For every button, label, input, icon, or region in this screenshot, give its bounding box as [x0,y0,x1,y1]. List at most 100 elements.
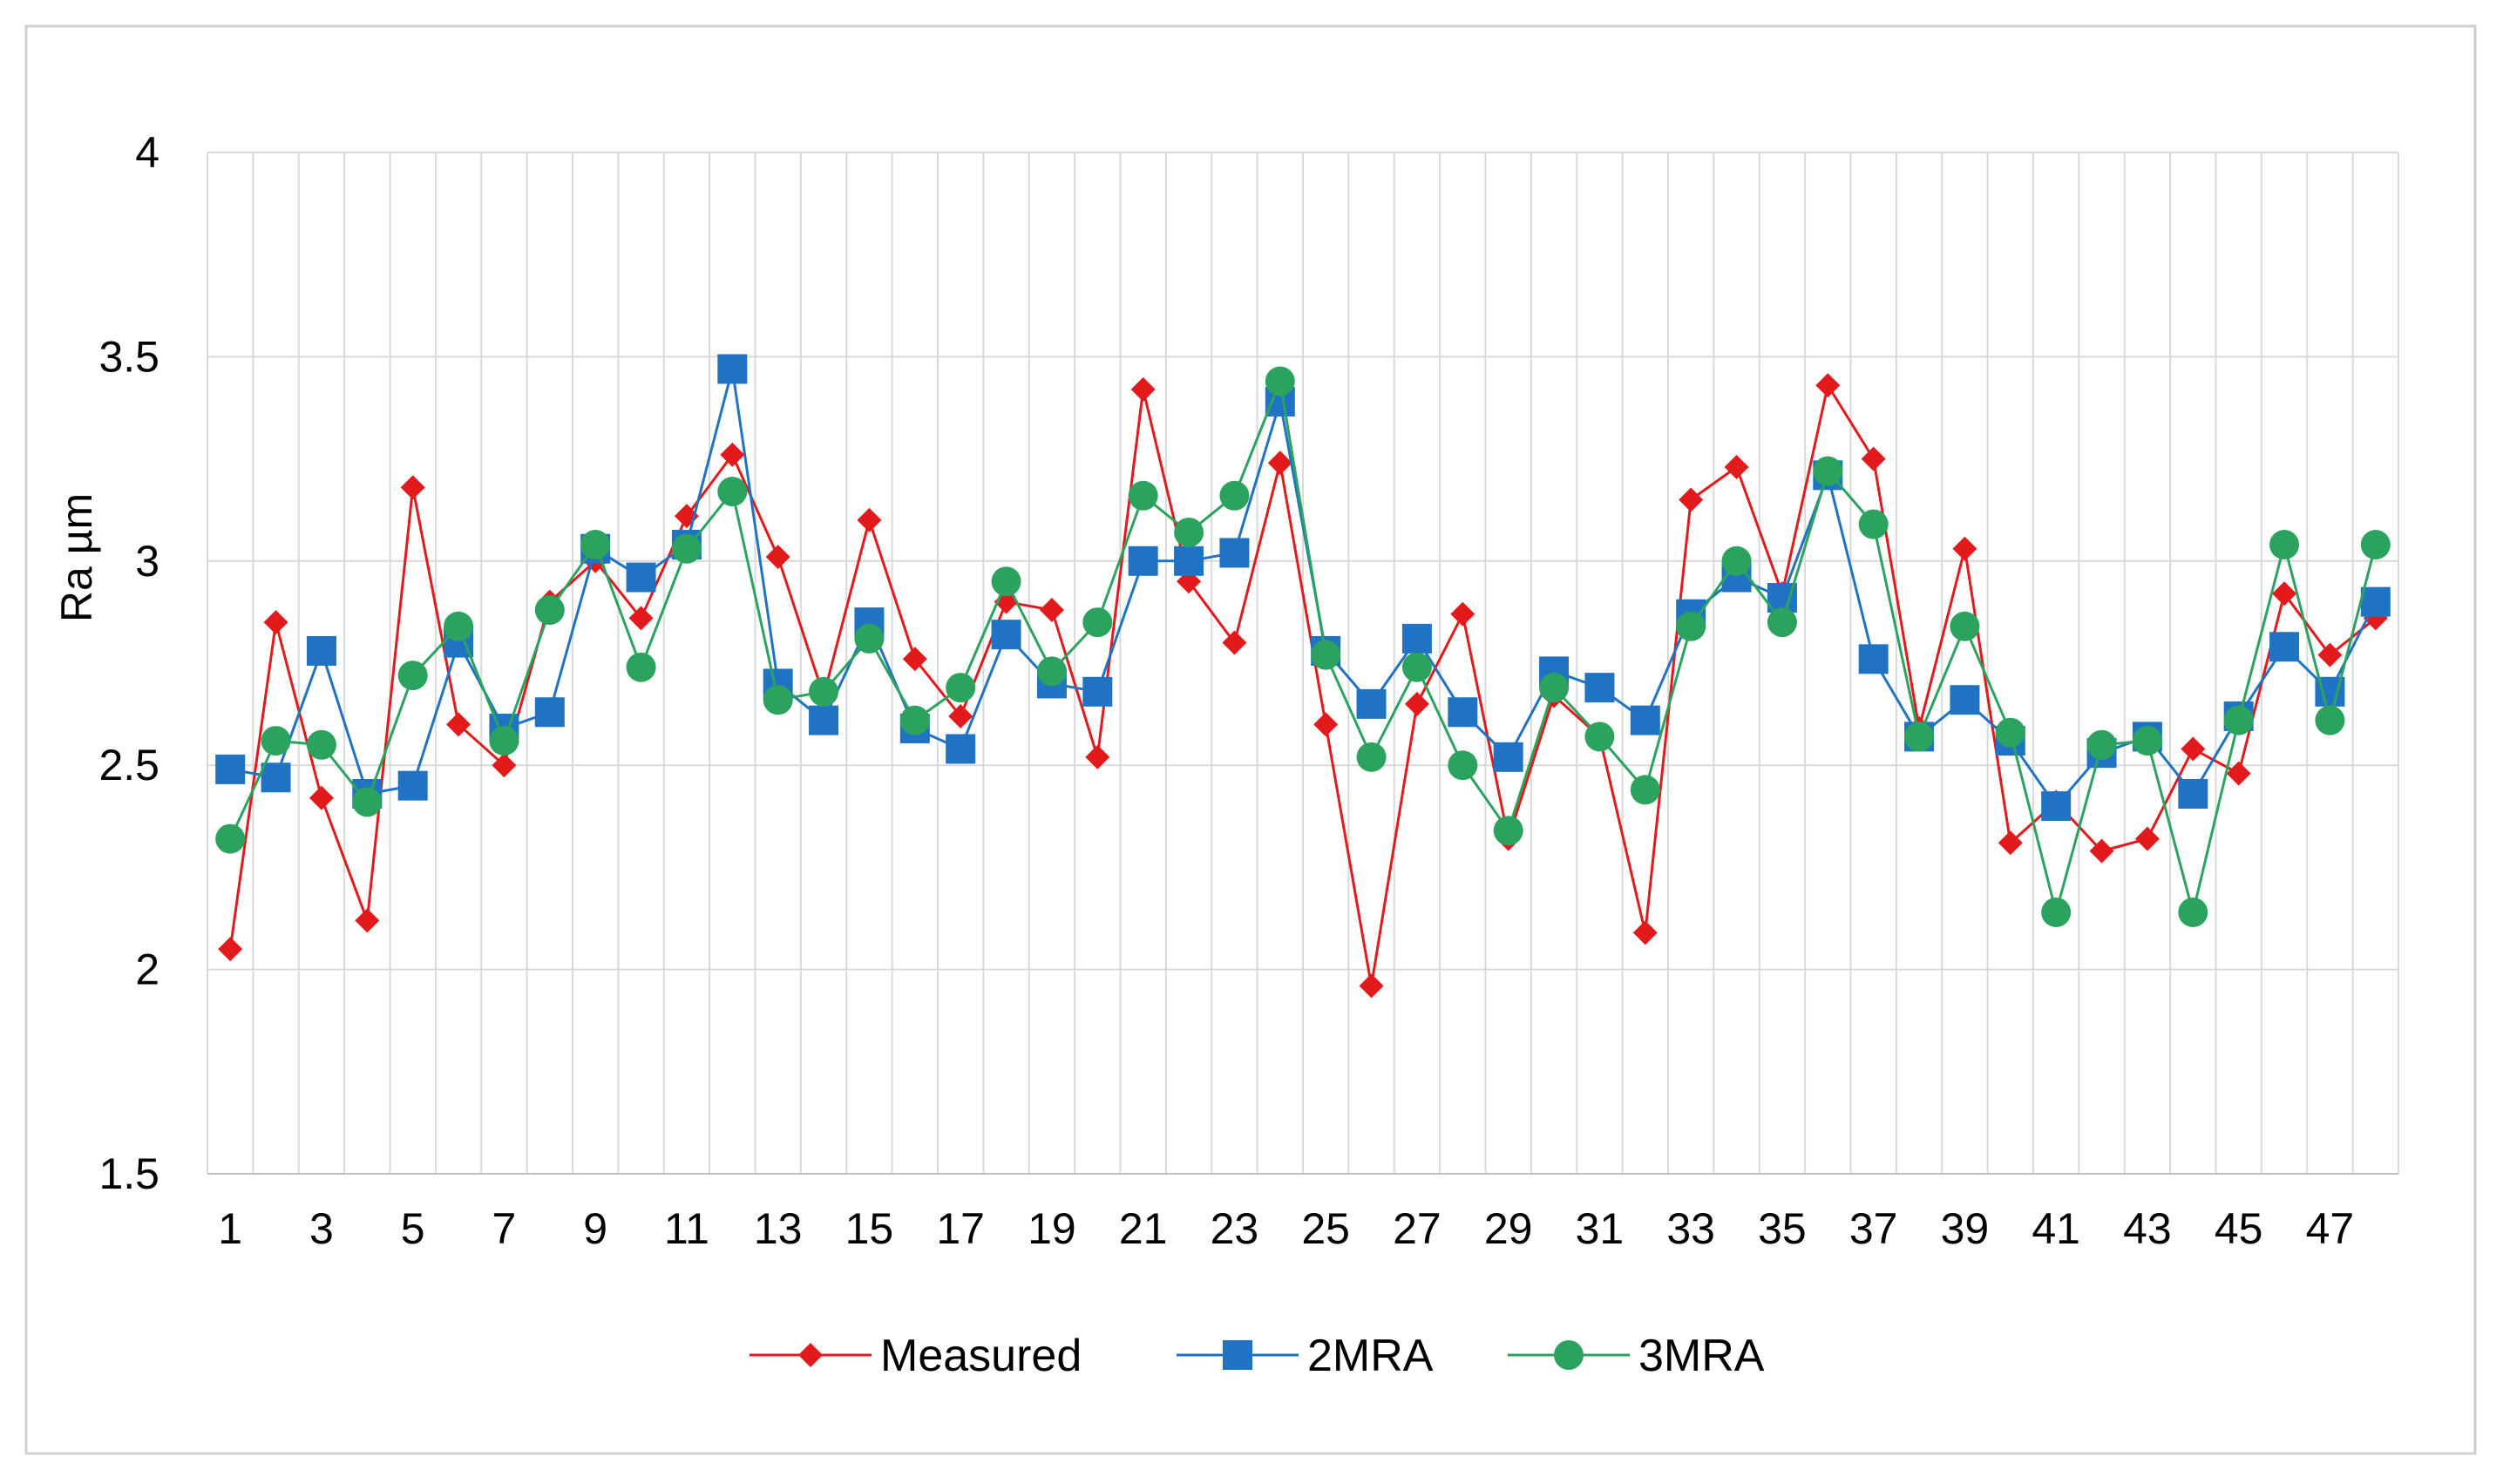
data-point-2mra [1630,705,1660,735]
y-tick-label: 4 [135,128,159,177]
data-point-measured [1952,536,1977,561]
data-point-3mra [1174,517,1204,547]
data-point-3mra [991,566,1021,597]
x-tick-label: 5 [401,1204,425,1253]
data-point-measured [2181,736,2206,762]
data-point-measured [1313,712,1339,737]
data-point-3mra [1082,607,1113,638]
x-tick-label: 11 [664,1204,709,1253]
data-point-3mra [1721,545,1752,576]
data-point-measured [400,475,425,500]
data-point-measured [765,545,790,570]
data-point-measured [355,908,380,933]
data-point-measured [1267,451,1292,476]
x-tick-label: 25 [1301,1204,1350,1253]
data-point-measured [1359,973,1384,999]
data-point-2mra [1858,644,1889,674]
y-tick-label: 1.5 [98,1149,159,1198]
data-point-measured [2089,838,2114,864]
data-point-2mra [1584,673,1615,703]
data-point-measured [1450,601,1475,627]
x-tick-label: 27 [1393,1204,1441,1253]
data-point-measured [309,785,334,810]
x-tick-label: 17 [936,1204,985,1253]
data-point-3mra [1630,775,1660,805]
legend-label: 3MRA [1638,1331,1765,1381]
x-tick-label: 47 [2306,1204,2355,1253]
data-point-measured [1130,376,1156,402]
data-point-measured [1404,691,1429,716]
legend-label: Measured [880,1331,1082,1381]
series-line-measured [228,382,2377,986]
data-point-measured [1861,446,1886,471]
data-point-measured [1085,744,1110,769]
data-point-2mra [1356,688,1387,719]
data-point-2mra [1950,685,1980,715]
legend-item-2mra: 2MRA [1177,1331,1434,1381]
data-point-3mra [2086,729,2117,760]
data-point-measured [2226,761,2251,786]
data-point-3mra [1904,722,1935,752]
series-3mra [215,366,2391,927]
data-point-3mra [2223,705,2254,735]
data-point-2mra [717,354,748,384]
data-point-3mra [397,661,428,691]
data-point-3mra [1356,742,1387,772]
data-point-3mra [352,787,383,817]
x-tick-label: 1 [218,1204,242,1253]
x-tick-label: 29 [1484,1204,1533,1253]
series-measured [218,373,2388,999]
data-point-measured [446,712,471,737]
data-point-3mra [534,595,565,626]
legend-marker [798,1343,823,1367]
data-point-measured [857,507,882,532]
data-point-2mra [306,635,336,666]
gridlines [207,152,2399,1175]
data-point-2mra [1174,545,1204,576]
data-point-3mra [1676,611,1706,641]
y-tick-label: 2 [135,945,159,994]
data-point-3mra [1493,816,1523,846]
x-tick-label: 3 [309,1204,334,1253]
data-point-2mra [2360,586,2391,617]
data-point-2mra [261,762,291,793]
data-point-3mra [854,623,885,654]
data-point-3mra [1448,750,1478,781]
data-point-3mra [2132,726,2162,756]
data-point-measured [492,753,517,778]
data-point-3mra [1813,456,1843,486]
data-point-measured [720,442,745,467]
data-point-3mra [2315,705,2345,735]
data-point-measured [948,703,973,728]
data-point-measured [1724,454,1749,479]
x-tick-label: 7 [492,1204,517,1253]
data-point-3mra [1950,611,1980,641]
data-point-3mra [1128,480,1158,511]
data-point-3mra [1219,480,1250,511]
y-axis-title: Ra µm [52,493,101,622]
data-point-3mra [1311,640,1341,670]
data-point-3mra [261,726,291,756]
data-point-3mra [2178,897,2208,927]
data-point-3mra [306,729,336,760]
x-tick-label: 37 [1849,1204,1898,1253]
data-point-3mra [2041,897,2072,927]
data-point-3mra [1767,607,1797,638]
x-tick-label: 21 [1119,1204,1168,1253]
x-tick-label: 41 [2032,1204,2080,1253]
data-point-2mra [215,754,246,784]
data-point-measured [902,647,927,672]
legend: Measured 2MRA 3MRA [750,1331,1765,1381]
data-point-3mra [1584,722,1615,752]
data-point-measured [1632,920,1658,945]
x-tick-label: 15 [845,1204,894,1253]
data-point-3mra [1995,717,2025,748]
data-point-measured [2134,826,2160,851]
data-point-measured [1998,830,2023,856]
data-point-2mra [397,770,428,801]
data-point-3mra [763,685,793,715]
data-point-2mra [1448,697,1478,728]
data-point-3mra [580,530,611,560]
data-point-2mra [626,562,656,593]
